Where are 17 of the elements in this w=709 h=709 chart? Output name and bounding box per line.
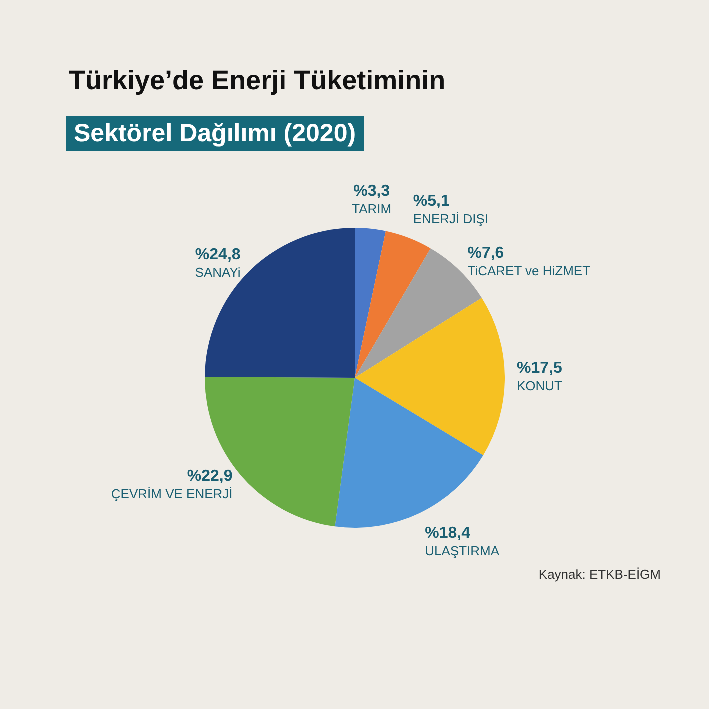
slice-label: ULAŞTIRMA (425, 544, 500, 559)
data-label: %17,5 (516, 360, 562, 377)
data-label: %18,4 (425, 525, 471, 542)
slice-label: SANAYi (195, 265, 241, 280)
data-label: %7,6 (468, 245, 504, 262)
slice-label: TARIM (352, 201, 392, 216)
chart-subtitle: Sektörel Dağılımı (2020) (74, 120, 356, 148)
data-label: %3,3 (354, 182, 390, 200)
text: Kaynak: ETKB-EİGM (538, 567, 662, 582)
data-label: %24,8 (195, 246, 241, 264)
data-label: %22,9 (187, 468, 233, 485)
slice-label: TiCARET ve HiZMET (468, 264, 591, 279)
slice-label: KONUT (516, 378, 563, 394)
slice-label: ÇEVRİM VE ENERJİ (111, 486, 233, 502)
chart-title: Türkiye’de Enerji Tüketiminin (69, 66, 446, 96)
data-label: %5,1 (413, 192, 450, 210)
slice-label: ENERJİ DIŞI (413, 211, 489, 226)
